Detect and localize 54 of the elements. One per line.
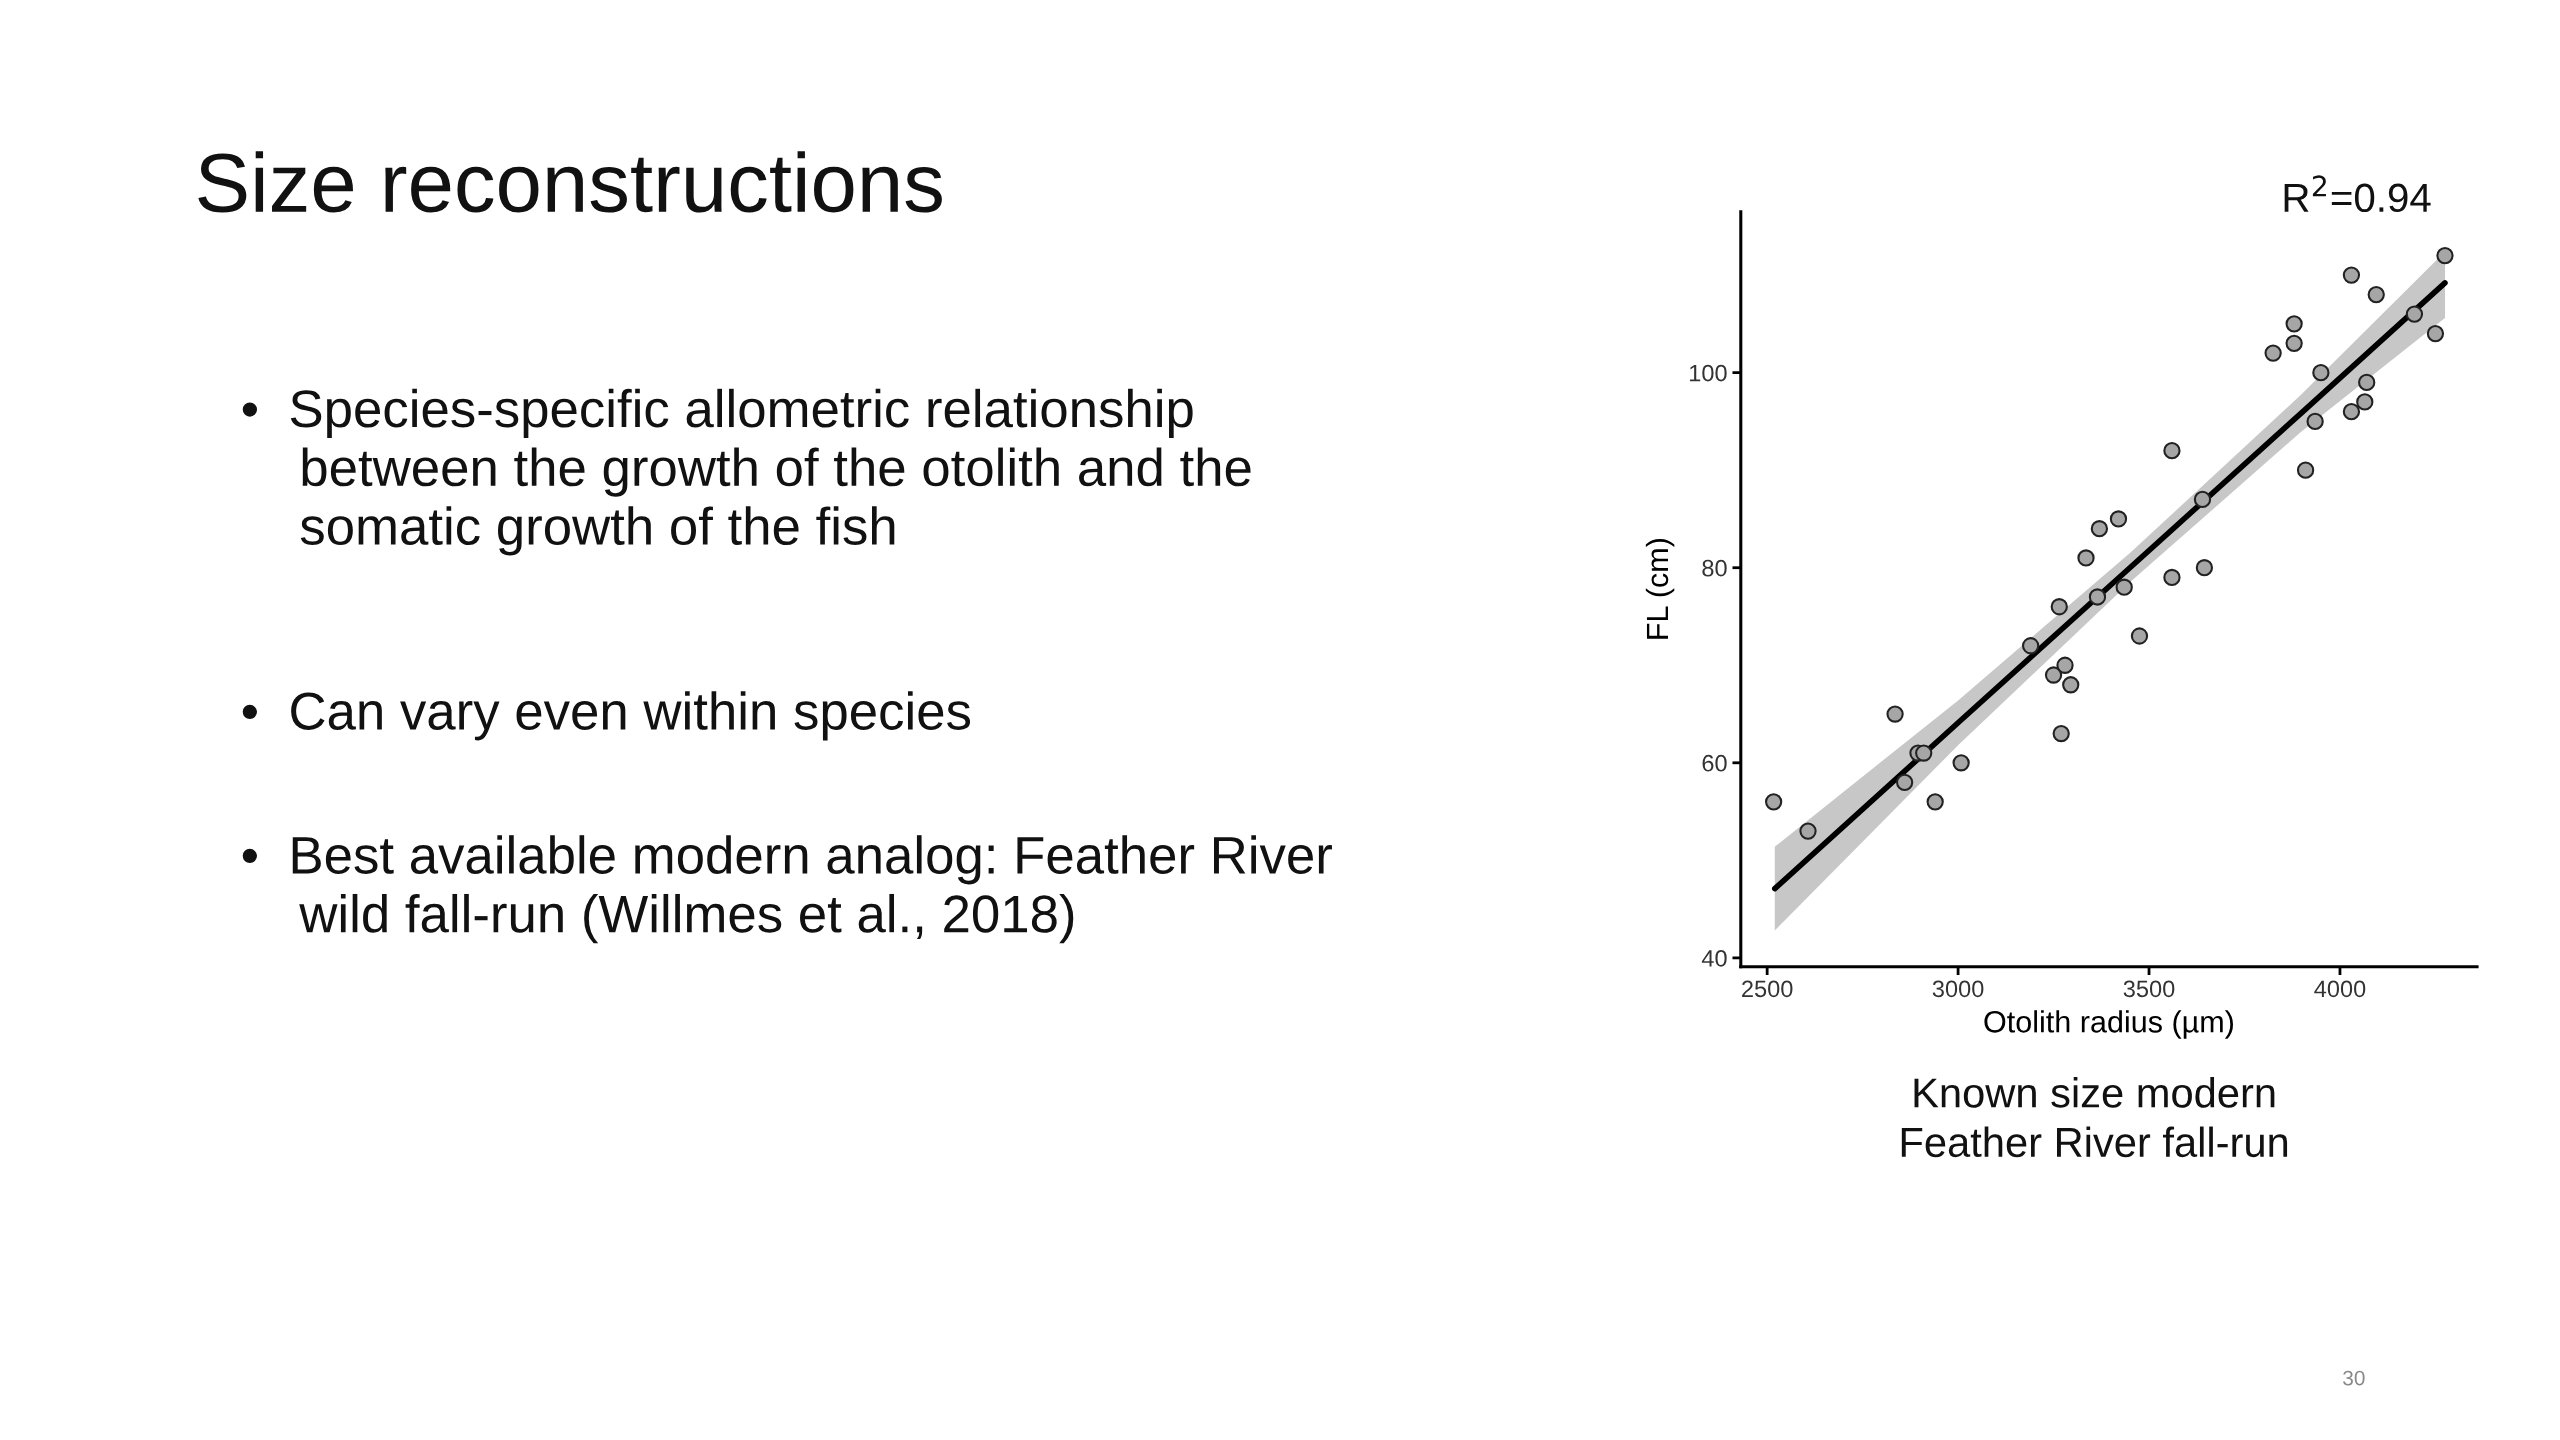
point [2193, 490, 2212, 509]
annotation: R$^{2}$=0.94 [2284, 175, 2431, 213]
x-tick-label: 2500 [1742, 980, 1793, 998]
point [2264, 344, 2282, 362]
point [2405, 305, 2424, 323]
point [2306, 412, 2324, 431]
point [2021, 637, 2040, 655]
point [1895, 773, 1914, 791]
point [2077, 549, 2095, 567]
point [2115, 578, 2133, 596]
point [2285, 334, 2303, 353]
point [2342, 266, 2361, 284]
y-tick-label: 60 [1702, 754, 1727, 772]
point [2163, 442, 2181, 460]
point [2163, 568, 2181, 587]
y-tick-label: 100 [1690, 364, 1727, 382]
text: Known size modern Feather River fall-run [1901, 1077, 2288, 1158]
point [2426, 324, 2445, 343]
text: Size reconstructions [198, 151, 942, 213]
point [1799, 822, 1817, 840]
x-tick-label: 4000 [2314, 980, 2366, 998]
point [1886, 705, 1904, 723]
point [2342, 403, 2361, 421]
point [2358, 373, 2376, 392]
point [2285, 315, 2303, 333]
x-tick-label: 3500 [2123, 980, 2175, 998]
point [2052, 724, 2070, 743]
point [2356, 393, 2374, 411]
x-tick-label: 3000 [1932, 980, 1984, 998]
point [2296, 461, 2315, 479]
point [2195, 559, 2214, 577]
point [2090, 520, 2109, 538]
point [2062, 676, 2080, 694]
text: • Best available modern analog: Feather River wild fall-run (Willmes et al., 2018) [242, 835, 1332, 944]
point [2056, 656, 2074, 674]
point [1926, 793, 1944, 811]
text: • Species-specific allometric relationship between the growth of the otolith and the somatic growth of the fish [242, 388, 1251, 556]
point [2436, 246, 2454, 265]
y-tick-label: 80 [1702, 559, 1727, 577]
point [2050, 598, 2068, 616]
x-axis-title: Otolith radius (µm) [1984, 1010, 2233, 1039]
point [1915, 744, 1933, 762]
y-tick-label: 40 [1701, 949, 1727, 967]
point [2312, 363, 2330, 382]
y-axis-title: FL (cm) [1645, 539, 1675, 639]
point [2044, 666, 2063, 684]
text: 30 [2343, 1370, 2365, 1386]
text: • Can vary even within species [242, 691, 971, 741]
point [1952, 754, 1970, 772]
point [2109, 510, 2128, 528]
point [2130, 627, 2149, 645]
point [1764, 793, 1783, 811]
point [2088, 588, 2107, 606]
point [2367, 285, 2385, 304]
